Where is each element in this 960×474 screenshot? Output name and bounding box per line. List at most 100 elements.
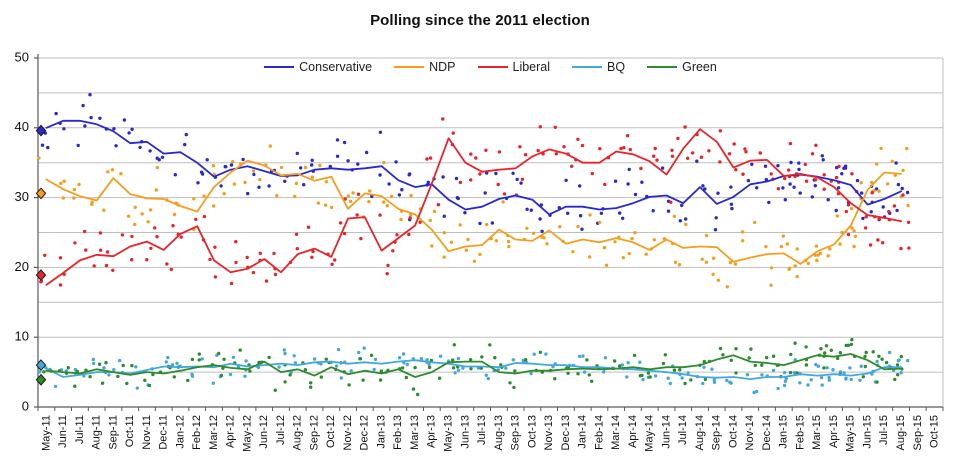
poll-dot-bq xyxy=(680,376,684,380)
poll-dot-liberal xyxy=(580,143,585,148)
trend-line-conservative xyxy=(45,119,902,216)
poll-dot-green xyxy=(508,381,512,385)
poll-dot-conservative xyxy=(730,206,734,211)
poll-dot-conservative xyxy=(155,156,159,160)
poll-dot-green xyxy=(66,366,71,370)
poll-dot-liberal xyxy=(576,137,580,141)
poll-dot-conservative xyxy=(400,188,404,192)
poll-dot-liberal xyxy=(870,191,874,195)
poll-dot-bq xyxy=(620,363,624,367)
poll-dot-conservative xyxy=(387,182,391,186)
poll-dot-liberal xyxy=(850,172,854,176)
poll-dot-ndp xyxy=(571,250,575,254)
poll-dot-bq xyxy=(438,354,443,358)
poll-dot-bq xyxy=(725,378,729,383)
poll-dot-conservative xyxy=(342,140,347,145)
poll-dot-ndp xyxy=(558,225,562,229)
poll-dot-conservative xyxy=(855,178,860,183)
x-tick-label: Jul-15 xyxy=(878,415,890,445)
poll-dot-liberal xyxy=(294,232,299,236)
poll-dot-liberal xyxy=(385,272,389,276)
poll-dot-green xyxy=(512,385,516,390)
poll-dot-ndp xyxy=(72,188,77,192)
poll-dot-ndp xyxy=(853,234,858,238)
poll-dot-green xyxy=(369,353,374,357)
poll-dot-conservative xyxy=(792,185,796,189)
poll-dot-green xyxy=(267,355,271,360)
x-tick-label: Sep-15 xyxy=(912,415,924,450)
poll-dot-ndp xyxy=(154,188,158,192)
poll-dot-ndp xyxy=(711,256,716,260)
poll-dot-ndp xyxy=(251,169,256,173)
poll-dot-conservative xyxy=(62,127,66,131)
poll-dot-liberal xyxy=(359,236,363,241)
poll-dot-liberal xyxy=(520,177,525,181)
poll-dot-ndp xyxy=(525,226,529,230)
poll-dot-green xyxy=(734,347,738,351)
poll-dot-green xyxy=(100,381,105,385)
poll-dot-green xyxy=(793,341,797,345)
poll-dot-green xyxy=(760,363,764,367)
poll-dot-liberal xyxy=(846,232,851,237)
poll-dot-green xyxy=(836,356,840,361)
poll-dot-liberal xyxy=(273,272,278,277)
poll-dot-liberal xyxy=(758,151,762,155)
poll-dot-green xyxy=(42,370,46,374)
poll-dot-conservative xyxy=(483,191,487,195)
poll-dot-ndp xyxy=(815,258,819,263)
poll-dot-ndp xyxy=(59,181,63,185)
legend-item-bq: BQ xyxy=(572,60,625,74)
poll-dot-bq xyxy=(712,378,716,382)
poll-dot-conservative xyxy=(463,211,467,215)
poll-dot-bq xyxy=(283,351,287,356)
poll-dot-bq xyxy=(782,383,787,388)
election-result-diamond-liberal xyxy=(35,269,47,282)
poll-dot-bq xyxy=(362,346,366,350)
poll-dot-green xyxy=(238,348,242,352)
poll-dot-bq xyxy=(91,357,96,362)
poll-dot-liberal xyxy=(707,149,711,153)
poll-dot-bq xyxy=(701,381,705,386)
poll-dot-liberal xyxy=(213,275,218,279)
poll-dot-liberal xyxy=(130,234,134,239)
x-tick-label: Jan-12 xyxy=(174,415,186,449)
poll-dot-green xyxy=(538,350,543,354)
poll-dot-green xyxy=(829,348,833,352)
poll-dot-green xyxy=(819,347,823,351)
poll-dot-green xyxy=(172,375,176,379)
poll-dot-liberal xyxy=(734,168,738,172)
poll-dot-green xyxy=(587,373,591,377)
poll-dot-bq xyxy=(373,357,378,362)
poll-dot-bq xyxy=(784,377,788,381)
legend-swatch-green xyxy=(647,65,678,69)
poll-dot-conservative xyxy=(455,196,460,200)
poll-dot-bq xyxy=(625,375,629,379)
poll-dot-liberal xyxy=(43,253,47,257)
poll-dot-conservative xyxy=(820,154,824,158)
poll-dot-conservative xyxy=(223,164,227,169)
poll-dot-ndp xyxy=(330,205,334,210)
poll-dot-liberal xyxy=(378,213,382,217)
poll-dot-liberal xyxy=(458,180,463,185)
poll-dot-ndp xyxy=(859,181,863,185)
y-tick-label: 10 xyxy=(15,329,29,344)
x-tick-label: Aug-13 xyxy=(493,415,505,450)
poll-dot-conservative xyxy=(788,182,792,186)
poll-dot-ndp xyxy=(587,255,592,259)
poll-dot-liberal xyxy=(803,162,807,167)
poll-dot-liberal xyxy=(554,152,558,156)
x-tick-label: Nov-14 xyxy=(744,415,756,450)
poll-dot-green xyxy=(151,372,155,377)
x-tick-label: Oct-14 xyxy=(727,415,739,448)
poll-dot-bq xyxy=(783,379,788,384)
poll-dot-bq xyxy=(102,366,106,370)
poll-dot-conservative xyxy=(905,190,910,195)
poll-dot-green xyxy=(877,354,881,358)
poll-dot-bq xyxy=(710,367,714,371)
legend-label-green: Green xyxy=(682,60,717,74)
poll-dot-conservative xyxy=(881,205,885,209)
poll-dot-ndp xyxy=(409,193,413,198)
poll-dot-liberal xyxy=(887,209,891,214)
y-tick-label: 50 xyxy=(15,49,29,64)
poll-dot-liberal xyxy=(310,255,314,259)
